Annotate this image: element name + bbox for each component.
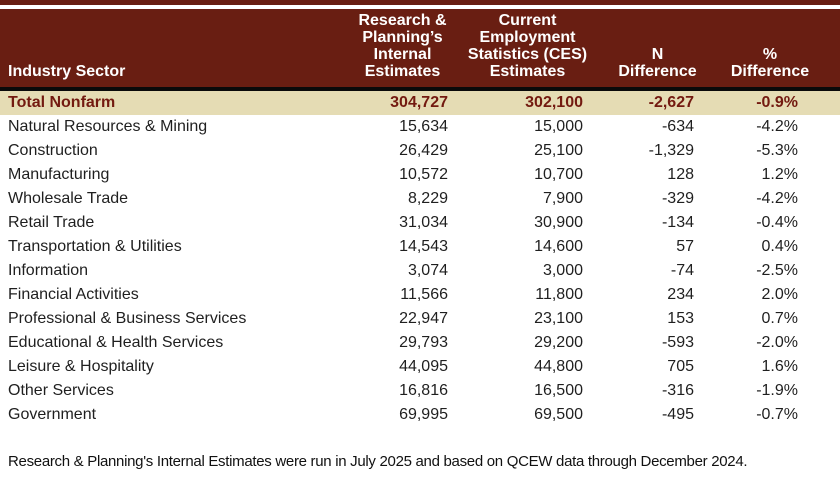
ces-estimate-cell: 25,100 xyxy=(460,139,605,163)
pct-difference-cell: -0.9% xyxy=(710,89,840,115)
industry-sector-cell: Financial Activities xyxy=(0,283,345,307)
ces-estimate-cell: 23,100 xyxy=(460,307,605,331)
internal-estimate-cell: 16,816 xyxy=(345,379,460,403)
table-row: Educational & Health Services 29,793 29,… xyxy=(0,331,840,355)
n-difference-cell: 153 xyxy=(605,307,710,331)
internal-estimate-cell: 44,095 xyxy=(345,355,460,379)
internal-estimate-cell: 14,543 xyxy=(345,235,460,259)
internal-estimate-cell: 22,947 xyxy=(345,307,460,331)
ces-estimate-cell: 69,500 xyxy=(460,403,605,427)
col-header-industry-sector: Industry Sector xyxy=(0,9,345,91)
top-rule xyxy=(0,0,840,5)
n-difference-cell: -593 xyxy=(605,331,710,355)
internal-estimate-cell: 31,034 xyxy=(345,211,460,235)
table-row: Retail Trade 31,034 30,900 -134 -0.4% xyxy=(0,211,840,235)
table-row: Government 69,995 69,500 -495 -0.7% xyxy=(0,403,840,427)
industry-sector-cell: Educational & Health Services xyxy=(0,331,345,355)
n-difference-cell: -495 xyxy=(605,403,710,427)
ces-estimate-cell: 11,800 xyxy=(460,283,605,307)
table-body: Total Nonfarm 304,727 302,100 -2,627 -0.… xyxy=(0,89,840,427)
pct-difference-cell: 1.2% xyxy=(710,163,840,187)
table-row: Leisure & Hospitality 44,095 44,800 705 … xyxy=(0,355,840,379)
industry-sector-cell: Information xyxy=(0,259,345,283)
ces-estimate-cell: 16,500 xyxy=(460,379,605,403)
ces-estimate-cell: 10,700 xyxy=(460,163,605,187)
table-row: Information 3,074 3,000 -74 -2.5% xyxy=(0,259,840,283)
internal-estimate-cell: 29,793 xyxy=(345,331,460,355)
pct-difference-cell: 2.0% xyxy=(710,283,840,307)
col-header-n-difference: N Difference xyxy=(605,9,710,91)
industry-sector-cell: Wholesale Trade xyxy=(0,187,345,211)
table-row: Natural Resources & Mining 15,634 15,000… xyxy=(0,115,840,139)
ces-estimate-cell: 7,900 xyxy=(460,187,605,211)
ces-estimate-cell: 14,600 xyxy=(460,235,605,259)
industry-sector-cell: Leisure & Hospitality xyxy=(0,355,345,379)
ces-estimate-cell: 3,000 xyxy=(460,259,605,283)
table-row: Manufacturing 10,572 10,700 128 1.2% xyxy=(0,163,840,187)
industry-sector-cell: Construction xyxy=(0,139,345,163)
n-difference-cell: -634 xyxy=(605,115,710,139)
industry-sector-cell: Professional & Business Services xyxy=(0,307,345,331)
n-difference-cell: -329 xyxy=(605,187,710,211)
n-difference-cell: -1,329 xyxy=(605,139,710,163)
pct-difference-cell: -2.0% xyxy=(710,331,840,355)
n-difference-cell: 705 xyxy=(605,355,710,379)
n-difference-cell: -134 xyxy=(605,211,710,235)
internal-estimate-cell: 11,566 xyxy=(345,283,460,307)
pct-difference-cell: -4.2% xyxy=(710,115,840,139)
internal-estimate-cell: 304,727 xyxy=(345,89,460,115)
n-difference-cell: 234 xyxy=(605,283,710,307)
table-row: Other Services 16,816 16,500 -316 -1.9% xyxy=(0,379,840,403)
industry-sector-cell: Transportation & Utilities xyxy=(0,235,345,259)
table-row: Financial Activities 11,566 11,800 234 2… xyxy=(0,283,840,307)
footnote: Research & Planning's Internal Estimates… xyxy=(8,453,748,470)
industry-sector-cell: Retail Trade xyxy=(0,211,345,235)
ces-estimate-cell: 44,800 xyxy=(460,355,605,379)
table-row: Construction 26,429 25,100 -1,329 -5.3% xyxy=(0,139,840,163)
estimates-table: Industry Sector Research & Planning’s In… xyxy=(0,9,840,427)
industry-sector-cell: Total Nonfarm xyxy=(0,89,345,115)
table-row: Wholesale Trade 8,229 7,900 -329 -4.2% xyxy=(0,187,840,211)
industry-sector-cell: Manufacturing xyxy=(0,163,345,187)
internal-estimate-cell: 26,429 xyxy=(345,139,460,163)
n-difference-cell: -74 xyxy=(605,259,710,283)
internal-estimate-cell: 15,634 xyxy=(345,115,460,139)
pct-difference-cell: -4.2% xyxy=(710,187,840,211)
pct-difference-cell: -0.7% xyxy=(710,403,840,427)
n-difference-cell: -2,627 xyxy=(605,89,710,115)
total-nonfarm-row: Total Nonfarm 304,727 302,100 -2,627 -0.… xyxy=(0,89,840,115)
ces-estimate-cell: 29,200 xyxy=(460,331,605,355)
n-difference-cell: 57 xyxy=(605,235,710,259)
col-header-internal-estimates: Research & Planning’s Internal Estimates xyxy=(345,9,460,91)
pct-difference-cell: -2.5% xyxy=(710,259,840,283)
n-difference-cell: 128 xyxy=(605,163,710,187)
pct-difference-cell: 0.4% xyxy=(710,235,840,259)
internal-estimate-cell: 8,229 xyxy=(345,187,460,211)
top-gap xyxy=(0,5,840,9)
industry-sector-cell: Natural Resources & Mining xyxy=(0,115,345,139)
table-row: Transportation & Utilities 14,543 14,600… xyxy=(0,235,840,259)
table-row: Professional & Business Services 22,947 … xyxy=(0,307,840,331)
pct-difference-cell: -1.9% xyxy=(710,379,840,403)
n-difference-cell: -316 xyxy=(605,379,710,403)
pct-difference-cell: 1.6% xyxy=(710,355,840,379)
internal-estimate-cell: 69,995 xyxy=(345,403,460,427)
col-header-ces-estimates: Current Employment Statistics (CES) Esti… xyxy=(460,9,605,91)
header-row: Industry Sector Research & Planning’s In… xyxy=(0,9,840,91)
ces-estimate-cell: 30,900 xyxy=(460,211,605,235)
ces-estimate-cell: 15,000 xyxy=(460,115,605,139)
table-header: Industry Sector Research & Planning’s In… xyxy=(0,9,840,91)
industry-sector-cell: Government xyxy=(0,403,345,427)
ces-estimate-cell: 302,100 xyxy=(460,89,605,115)
pct-difference-cell: -5.3% xyxy=(710,139,840,163)
pct-difference-cell: 0.7% xyxy=(710,307,840,331)
pct-difference-cell: -0.4% xyxy=(710,211,840,235)
internal-estimate-cell: 10,572 xyxy=(345,163,460,187)
internal-estimate-cell: 3,074 xyxy=(345,259,460,283)
industry-sector-cell: Other Services xyxy=(0,379,345,403)
col-header-pct-difference: % Difference xyxy=(710,9,840,91)
